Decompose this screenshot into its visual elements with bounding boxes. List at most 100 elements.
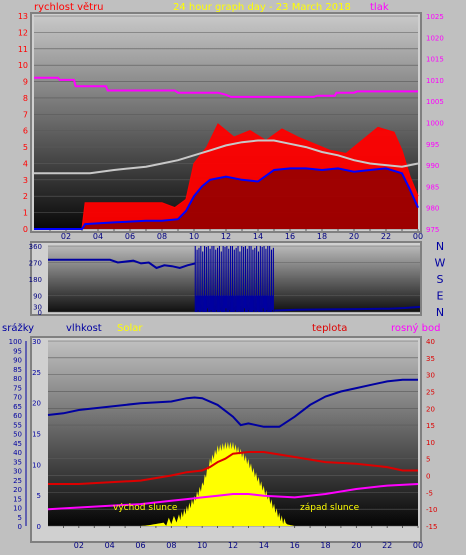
rain-tick-label: 10 — [13, 505, 22, 513]
compass-letter: W — [435, 257, 446, 270]
pressure-tick-label: 1010 — [426, 77, 444, 85]
time-tick-label: 10 — [189, 232, 199, 241]
rain-tick-label: 30 — [13, 468, 22, 476]
direction-tick-label: 30 — [33, 304, 42, 312]
solar-label: Solar — [117, 323, 143, 334]
wind-tick-label: 10 — [18, 61, 28, 70]
rain-tick-label: 95 — [13, 347, 22, 355]
rain-tick-label: 60 — [13, 412, 22, 420]
time-tick-label: 20 — [351, 541, 361, 550]
pressure-tick-label: 990 — [426, 162, 439, 170]
pressure-tick-label: 980 — [426, 205, 439, 213]
pressure-tick-label: 1025 — [426, 13, 444, 21]
time-tick-label: 12 — [221, 232, 231, 241]
time-tick-label: 00 — [413, 541, 423, 550]
sunrise-annotation: východ slunce — [113, 503, 178, 513]
direction-line — [274, 305, 421, 312]
wind-speed-shade — [34, 168, 418, 229]
rain-tick-label: 70 — [13, 394, 22, 402]
time-tick-label: 00 — [413, 232, 423, 241]
temperature-tick-label: 30 — [426, 372, 435, 380]
temperature-tick-label: -5 — [426, 489, 433, 497]
pressure-tick-label: 1005 — [426, 98, 444, 106]
temperature-tick-label: 15 — [426, 422, 435, 430]
temperature-tick-label: 10 — [426, 439, 435, 447]
solar-area — [140, 441, 295, 526]
temperature-tick-label: 20 — [426, 405, 435, 413]
humidity-label: vlhkost — [66, 323, 102, 334]
wind-label: rychlost větru — [34, 1, 104, 13]
direction-tick-label: 0 — [38, 309, 42, 317]
rain-tick-label: 50 — [13, 431, 22, 439]
wind-tick-label: 13 — [18, 12, 28, 21]
pressure-tick-label: 975 — [426, 226, 439, 234]
wind-tick-label: 7 — [23, 110, 28, 119]
temperature-tick-label: 35 — [426, 355, 435, 363]
rain-tick-label: 20 — [13, 486, 22, 494]
pressure-tick-label: 995 — [426, 141, 439, 149]
rain-tick-label: 35 — [13, 458, 22, 466]
pressure-line — [34, 76, 418, 98]
compass-letter: E — [437, 290, 444, 303]
series-layer — [48, 246, 421, 312]
rain-tick-label: 65 — [13, 403, 22, 411]
temperature-tick-label: 5 — [426, 456, 430, 464]
time-tick-label: 02 — [61, 232, 71, 241]
temperature-line — [48, 451, 418, 485]
dew-point-label: rosný bod — [391, 322, 440, 334]
humidity-tick-label: 5 — [37, 492, 41, 500]
series-layer — [47, 378, 419, 526]
time-tick-label: 08 — [157, 232, 167, 241]
chart-title: 24 hour graph day - 23 March 2018 — [173, 2, 351, 13]
wind-tick-label: 4 — [23, 159, 28, 168]
humidity-tick-label: 25 — [32, 369, 41, 377]
wind-tick-label: 1 — [23, 209, 28, 218]
time-tick-label: 02 — [74, 541, 84, 550]
temperature-tick-label: 0 — [426, 473, 430, 481]
wind-tick-label: 6 — [23, 127, 28, 136]
direction-tick-label: 180 — [29, 276, 42, 284]
time-tick-label: 20 — [349, 232, 359, 241]
wind-tick-label: 3 — [23, 176, 28, 185]
temperature-tick-label: 25 — [426, 388, 435, 396]
time-axis-labels: 02 04 06 08 10 12 14 16 18 20 22 00 — [74, 541, 423, 550]
pressure-axis-labels: 975 980 985 990 995 1000 1005 1010 1015 1020 1025 — [426, 13, 444, 234]
direction-tick-label: 90 — [33, 293, 42, 301]
time-tick-label: 14 — [259, 541, 269, 550]
rain-tick-label: 25 — [13, 477, 22, 485]
time-axis-labels: 02 04 06 08 10 12 14 16 18 20 22 00 — [61, 232, 423, 241]
wind-tick-label: 9 — [23, 78, 28, 87]
humidity-tick-label: 10 — [32, 461, 41, 469]
wind-tick-label: 11 — [18, 45, 28, 54]
direction-tick-label: 270 — [29, 260, 42, 268]
rain-tick-label: 100 — [9, 338, 22, 346]
time-tick-label: 18 — [320, 541, 330, 550]
rain-tick-label: 40 — [13, 449, 22, 457]
temperature-tick-label: -10 — [426, 506, 437, 514]
wind-gust-line — [34, 123, 419, 230]
dew-point-line — [47, 483, 419, 511]
wind-tick-label: 0 — [23, 225, 28, 234]
time-tick-label: 18 — [317, 232, 327, 241]
time-tick-label: 22 — [381, 232, 391, 241]
time-tick-label: 16 — [285, 232, 295, 241]
temperature-tick-label: 40 — [426, 338, 435, 346]
time-tick-label: 12 — [228, 541, 238, 550]
wind-average-line — [34, 139, 419, 175]
sunset-annotation: západ slunce — [300, 503, 360, 513]
rain-tick-label: 45 — [13, 440, 22, 448]
wind-tick-label: 2 — [23, 192, 28, 201]
rain-tick-label: 80 — [13, 375, 22, 383]
humidity-line — [47, 378, 418, 428]
rain-tick-label: 55 — [13, 421, 22, 429]
wind-tick-label: 8 — [23, 94, 28, 103]
rain-tick-label: 90 — [13, 357, 22, 365]
compass-letter: S — [437, 273, 444, 286]
time-tick-label: 22 — [382, 541, 392, 550]
humidity-axis-labels: 0 5 10 15 20 25 30 — [32, 338, 41, 531]
compass-letter: N — [436, 240, 444, 253]
